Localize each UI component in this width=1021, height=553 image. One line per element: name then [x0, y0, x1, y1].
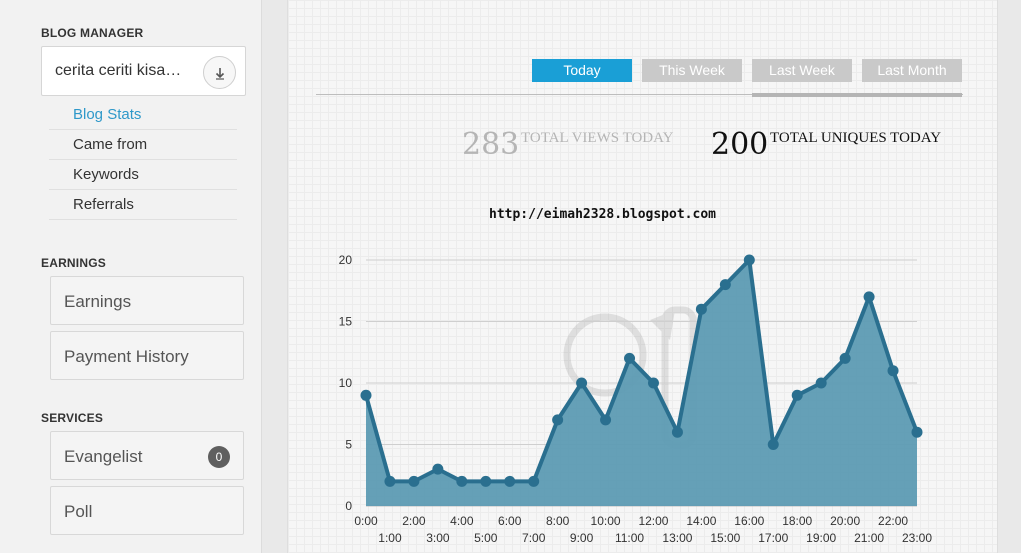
data-point [767, 439, 779, 450]
x-tick-label: 6:00 [498, 514, 522, 528]
nav-referrals[interactable]: Referrals [49, 190, 237, 220]
selected-blog-name: cerita ceriti kisa… [55, 62, 182, 79]
series-area [366, 260, 917, 506]
blog-selector[interactable]: cerita ceriti kisa… [41, 46, 246, 96]
card-label: Earnings [64, 292, 132, 311]
data-point [408, 475, 420, 487]
total-uniques-value: 200 [711, 127, 769, 162]
x-tick-label: 13:00 [662, 531, 692, 545]
blog-manager-heading: BLOG MANAGER [41, 26, 144, 40]
data-point [576, 377, 588, 389]
y-tick-label: 15 [339, 315, 353, 329]
tab-today[interactable]: Today [532, 59, 632, 82]
nav-blog-stats[interactable]: Blog Stats [49, 100, 237, 130]
data-point [528, 475, 540, 487]
data-point [384, 475, 396, 487]
card-label: Poll [64, 502, 93, 521]
tab-divider [316, 94, 963, 95]
x-tick-label: 3:00 [426, 531, 450, 545]
x-tick-label: 7:00 [522, 531, 546, 545]
data-point [719, 279, 731, 291]
x-tick-label: 23:00 [902, 531, 932, 545]
earnings-button[interactable]: Earnings [50, 276, 244, 325]
data-point [432, 463, 444, 475]
services-heading: SERVICES [41, 411, 104, 425]
tab-this-week[interactable]: This Week [642, 59, 742, 82]
data-point [863, 291, 875, 303]
data-point [695, 303, 707, 315]
y-tick-label: 0 [345, 499, 352, 513]
data-point [911, 426, 923, 438]
nav-item-label: Keywords [73, 166, 139, 183]
data-point [552, 414, 564, 426]
y-tick-label: 5 [345, 438, 352, 452]
data-point [600, 414, 612, 426]
x-tick-label: 10:00 [591, 514, 621, 528]
data-point [480, 475, 492, 487]
x-tick-label: 22:00 [878, 514, 908, 528]
total-views-value: 283 [462, 127, 520, 162]
data-point [887, 365, 899, 377]
data-point [791, 389, 803, 401]
stats-panel [287, 0, 998, 553]
card-label: Payment History [64, 347, 189, 366]
data-point [839, 352, 851, 364]
y-tick-label: 10 [339, 376, 353, 390]
poll-button[interactable]: Poll [50, 486, 244, 535]
x-tick-label: 15:00 [710, 531, 740, 545]
x-tick-label: 0:00 [354, 514, 378, 528]
tab-last-week[interactable]: Last Week [752, 59, 852, 82]
x-tick-label: 9:00 [570, 531, 594, 545]
data-point [624, 352, 636, 364]
data-point [360, 389, 372, 401]
card-label: Evangelist [64, 447, 143, 466]
total-uniques-label: TOTAL UNIQUES TODAY [770, 130, 942, 146]
payment-history-button[interactable]: Payment History [50, 331, 244, 380]
nav-item-label: Referrals [73, 196, 134, 213]
x-tick-label: 21:00 [854, 531, 884, 545]
earnings-heading: EARNINGS [41, 256, 106, 270]
x-tick-label: 4:00 [450, 514, 474, 528]
data-point [671, 426, 683, 438]
x-tick-label: 2:00 [402, 514, 426, 528]
watermark-url: http://eimah2328.blogspot.com [489, 207, 716, 222]
x-tick-label: 14:00 [686, 514, 716, 528]
y-tick-label: 20 [339, 253, 353, 267]
total-views-label: TOTAL VIEWS TODAY [521, 130, 674, 146]
nav-came-from[interactable]: Came from [49, 130, 237, 160]
count-badge: 0 [208, 446, 230, 468]
data-point [504, 475, 516, 487]
sidebar: BLOG MANAGER cerita ceriti kisa… Blog St… [0, 0, 262, 553]
data-point [647, 377, 659, 389]
x-tick-label: 16:00 [734, 514, 764, 528]
hourly-views-chart: 0 5 10 15 20 0:001:002:003:004:005:006:007:00… [339, 253, 933, 545]
data-point [743, 254, 755, 266]
nav-item-label: Blog Stats [73, 106, 142, 123]
x-tick-label: 11:00 [615, 531, 644, 545]
nav-item-label: Came from [73, 136, 148, 153]
evangelist-button[interactable]: Evangelist 0 [50, 431, 244, 480]
tab-underline [752, 93, 962, 97]
data-point [456, 475, 468, 487]
x-tick-label: 8:00 [546, 514, 570, 528]
chevron-down-icon [215, 68, 225, 80]
x-tick-label: 12:00 [638, 514, 668, 528]
data-point [815, 377, 827, 389]
nav-keywords[interactable]: Keywords [49, 160, 237, 190]
dropdown-button[interactable] [203, 56, 236, 89]
x-tick-label: 17:00 [758, 531, 788, 545]
x-tick-label: 20:00 [830, 514, 860, 528]
x-tick-label: 18:00 [782, 514, 812, 528]
x-tick-label: 19:00 [806, 531, 836, 545]
tab-last-month[interactable]: Last Month [862, 59, 962, 82]
x-tick-label: 5:00 [474, 531, 498, 545]
x-tick-label: 1:00 [378, 531, 402, 545]
